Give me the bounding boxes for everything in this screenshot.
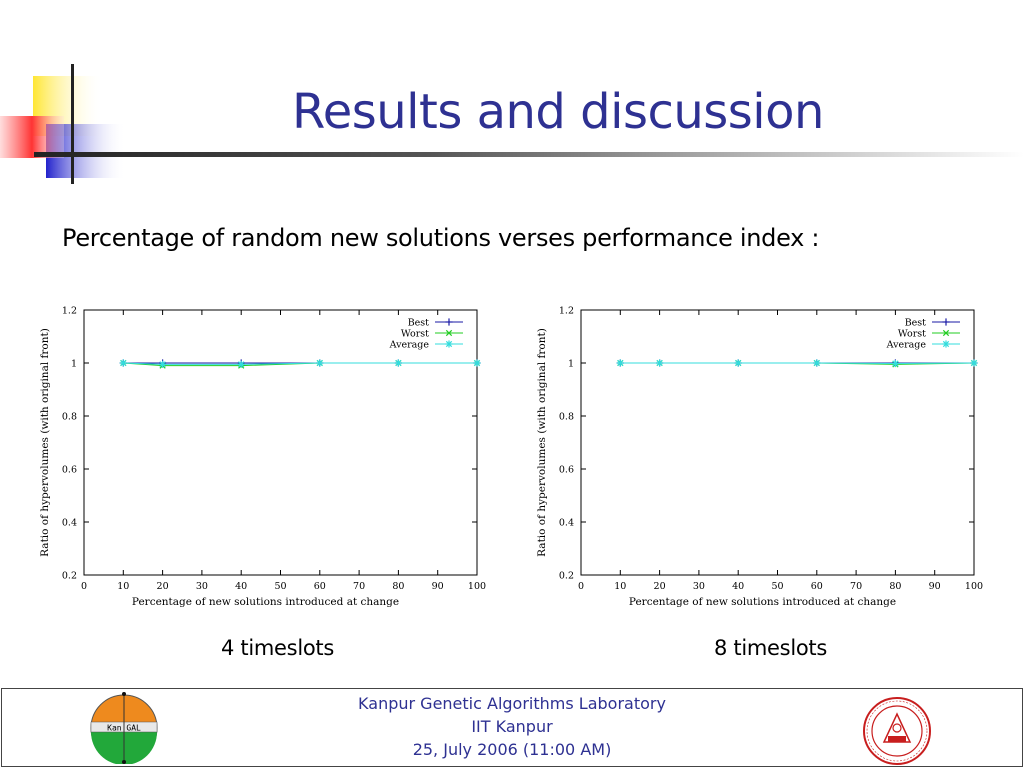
data-point-average: [473, 359, 481, 367]
x-tick-label: 50: [274, 581, 286, 592]
x-tick-label: 30: [693, 581, 705, 592]
x-tick-label: 70: [850, 581, 862, 592]
kangal-logo-text: Kan GAL: [107, 724, 141, 733]
y-tick-label: 0.4: [62, 518, 77, 529]
x-tick-label: 10: [117, 581, 129, 592]
x-tick-label: 0: [81, 581, 87, 592]
footer-institute: IIT Kanpur: [471, 717, 553, 736]
x-tick-label: 50: [771, 581, 783, 592]
slide-title: Results and discussion: [292, 84, 824, 140]
y-tick-label: 0.6: [559, 465, 574, 476]
x-tick-label: 90: [432, 581, 444, 592]
y-tick-label: 0.8: [559, 412, 574, 423]
data-point-average: [119, 359, 127, 367]
y-tick-label: 1: [568, 359, 574, 370]
data-point-average: [734, 359, 742, 367]
data-point-average: [394, 359, 402, 367]
data-point-average: [891, 359, 899, 368]
legend-label-average: Average: [389, 340, 430, 351]
x-axis-label: Percentage of new solutions introduced a…: [629, 596, 896, 608]
decor-vertical-line: [71, 64, 74, 184]
x-tick-label: 70: [353, 581, 365, 592]
x-tick-label: 20: [654, 581, 666, 592]
y-tick-label: 0.6: [62, 465, 77, 476]
series-line-average: [123, 362, 477, 365]
y-tick-label: 0.4: [559, 518, 574, 529]
x-tick-label: 0: [578, 581, 584, 592]
slide-subtitle: Percentage of random new solutions verse…: [62, 224, 820, 252]
x-tick-label: 20: [157, 581, 169, 592]
x-tick-label: 10: [614, 581, 626, 592]
y-tick-label: 1: [71, 359, 77, 370]
plot-frame: [580, 309, 975, 576]
data-point-average: [159, 360, 167, 368]
y-tick-label: 1.2: [559, 306, 574, 317]
legend-marker-best: [445, 318, 453, 326]
data-point-average: [813, 359, 821, 367]
x-tick-label: 30: [196, 581, 208, 592]
legend-label-average: Average: [886, 340, 927, 351]
footer-date: 25, July 2006 (11:00 AM): [412, 740, 612, 759]
x-tick-label: 100: [965, 581, 983, 592]
legend-label-worst: Worst: [401, 329, 429, 340]
title-underline: [34, 152, 1024, 157]
legend-marker-worst: [445, 329, 453, 337]
y-tick-label: 0.2: [559, 571, 574, 582]
y-axis-label: Ratio of hypervolumes (with original fro…: [39, 328, 51, 557]
data-point-average: [970, 359, 978, 367]
kangal-logo: Kan GAL: [90, 692, 158, 764]
x-tick-label: 60: [811, 581, 823, 592]
data-point-average: [316, 359, 324, 367]
y-tick-label: 0.8: [62, 412, 77, 423]
x-tick-label: 80: [889, 581, 901, 592]
series-line-average: [620, 362, 975, 365]
iit-kanpur-seal: [863, 697, 931, 765]
caption-8-timeslots: 8 timeslots: [714, 636, 827, 660]
legend-label-worst: Worst: [898, 329, 926, 340]
legend-marker-best: [942, 318, 950, 326]
x-tick-label: 60: [314, 581, 326, 592]
footer-lab-name: Kanpur Genetic Algorithms Laboratory: [358, 694, 666, 713]
chart-4-timeslots: 0 10 20 30 40 50 60 70 80 90 100 0.2 0.4 0.6 0.8 1 1.2 Pe…: [39, 306, 486, 609]
x-tick-label: 40: [235, 581, 247, 592]
plot-frame: [83, 309, 478, 576]
legend-label-best: Best: [408, 318, 429, 329]
legend-marker-average: [445, 340, 453, 348]
x-tick-label: 80: [392, 581, 404, 592]
x-axis-label: Percentage of new solutions introduced a…: [132, 596, 399, 608]
footer-box: [1, 688, 1023, 767]
y-axis-label: Ratio of hypervolumes (with original fro…: [536, 328, 548, 557]
data-point-average: [616, 359, 624, 367]
caption-4-timeslots: 4 timeslots: [221, 636, 334, 660]
data-point-average: [237, 360, 245, 368]
x-tick-label: 100: [468, 581, 486, 592]
chart-8-timeslots: 0 10 20 30 40 50 60 70 80 90 100 0.2 0.4 0.6 0.8 1 1.2 Pe…: [536, 306, 983, 609]
x-tick-label: 90: [929, 581, 941, 592]
data-point-average: [656, 359, 664, 367]
legend-marker-worst: [942, 329, 950, 337]
corner-decoration: [0, 76, 126, 178]
legend-label-best: Best: [905, 318, 926, 329]
legend-marker-average: [942, 340, 950, 348]
y-tick-label: 0.2: [62, 571, 77, 582]
y-tick-label: 1.2: [62, 306, 77, 317]
x-tick-label: 40: [732, 581, 744, 592]
